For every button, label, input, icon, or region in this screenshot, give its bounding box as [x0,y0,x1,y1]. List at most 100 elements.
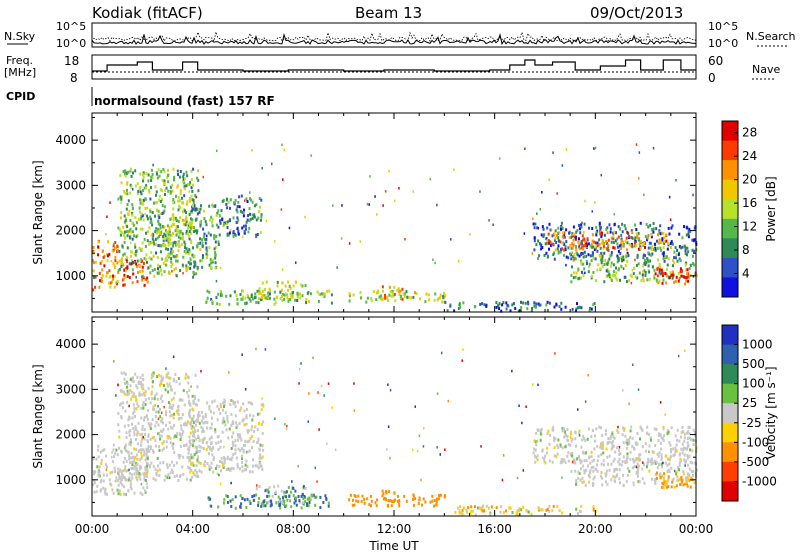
colorbar-tick-label: -1000 [742,474,777,488]
power-scatter-region [218,194,263,239]
velocity-scatter-region [532,425,698,465]
velocity-colorbar-segment [722,481,738,502]
colorbar-tick-label: 25 [742,396,757,410]
freq-bottom-tick: 8 [70,71,78,85]
velocity-scatter-region [381,489,399,504]
velocity-colorbar-segment [722,364,738,385]
power-scatter-region [532,221,698,261]
velocity-frame [91,316,697,517]
power-colorbar-segment [722,179,738,200]
velocity-colorbar-segment [722,325,738,346]
x-tick-label: 00:00 [75,522,110,536]
y-tick-label: 4000 [55,337,86,351]
colorbar-tick-label: 12 [742,220,757,234]
power-colorbar-segment [722,121,738,142]
cpid-value: normalsound (fast) 157 RF [94,94,275,108]
station-title: Kodiak (fitACF) [92,4,203,22]
power-panel [92,143,698,313]
x-tick-label: 08:00 [276,522,311,536]
power-colorbar-label: Power [dB] [764,176,778,241]
power-scatter-region [381,285,404,301]
colorbar-tick-label: -100 [742,435,769,449]
nsky-bottom-tick: 10^0 [56,37,87,50]
colorbar-tick-label: 100 [742,377,765,391]
power-colorbar-segment [722,199,738,220]
colorbar-tick-label: 24 [742,149,757,163]
nave-top-tick: 60 [708,54,724,68]
velocity-speckle [105,347,686,487]
velocity-scatter-region [255,484,307,506]
velocity-colorbar-segment [722,461,738,482]
velocity-colorbar-segment [722,403,738,424]
x-tick-label: 00:00 [679,522,714,536]
velocity-scatter-region [188,398,265,474]
y-tick-label: 2000 [55,428,86,442]
nsearch-trace [91,30,697,42]
nave-bottom-tick: 0 [708,71,716,85]
velocity-panel [92,347,698,517]
power-colorbar-segment [722,218,738,239]
y-tick-label: 3000 [55,382,86,396]
freq-strip-frame [91,54,697,80]
power-colorbar-segment [722,140,738,161]
colorbar-tick-label: 8 [742,243,750,257]
power-speckle [93,143,695,285]
power-colorbar-segment [722,257,738,278]
freq-label: Freq. [6,54,34,67]
power-scatter-region [654,266,697,286]
power-scatter-region [258,280,307,302]
power-scatter-region [188,203,220,270]
power-colorbar-segment [722,238,738,259]
velocity-colorbar-segment [722,344,738,365]
colorbar-tick-label: 1000 [742,338,773,352]
colorbar-tick-label: 16 [742,196,757,210]
nsky-top-tick: 10^5 [56,20,87,33]
power-colorbar-segment [722,277,738,298]
velocity-scatter-region [92,443,149,497]
power-ylabel: Slant Range [km] [31,160,45,264]
freq-unit: [MHz] [4,66,37,79]
y-tick-label: 4000 [55,133,86,147]
velocity-scatter-region [117,371,200,483]
nsearch-bottom-tick: 10^0 [708,37,739,50]
power-scatter-region [205,289,333,306]
velocity-scatter-region [655,471,696,489]
velocity-scatter-region [207,493,330,510]
beam-title: Beam 13 [355,4,423,22]
power-scatter-region [92,239,119,292]
power-scatter-region [444,300,596,313]
nsky-strip-frame [91,22,697,48]
nsearch-top-tick: 10^5 [708,20,739,33]
colorbar-tick-label: 28 [742,126,757,140]
colorbar-tick-label: -500 [742,455,769,469]
x-tick-label: 20:00 [578,522,613,536]
x-axis-label: Time UT [368,539,419,553]
colorbar-tick-label: 500 [742,357,765,371]
nsky-label: N.Sky [4,30,36,43]
cpid-label: CPID [6,90,36,103]
nave-label: Nave [752,63,781,76]
power-colorbar [721,120,739,298]
y-tick-label: 1000 [55,269,86,283]
velocity-scatter-region [454,504,598,517]
power-colorbar-frame [721,120,739,298]
y-tick-label: 2000 [55,224,86,238]
power-scatter-region [154,217,194,251]
velocity-colorbar-segment [722,383,738,404]
colorbar-tick-label: -25 [742,416,762,430]
x-tick-label: 12:00 [377,522,412,536]
velocity-colorbar-label: Velocity [m s⁻¹] [764,366,778,459]
x-tick-label: 16:00 [477,522,512,536]
colorbar-tick-label: 20 [742,173,757,187]
velocity-colorbar-segment [722,442,738,463]
nsearch-label: N.Search [746,30,796,43]
velocity-colorbar-segment [722,422,738,443]
nsky-trace [91,32,697,46]
colorbar-tick-label: 4 [742,267,750,281]
x-tick-label: 04:00 [175,522,210,536]
freq-trace [92,59,696,72]
velocity-colorbar-frame [721,324,739,502]
date-title: 09/Oct/2013 [590,4,684,22]
velocity-colorbar [721,324,739,502]
